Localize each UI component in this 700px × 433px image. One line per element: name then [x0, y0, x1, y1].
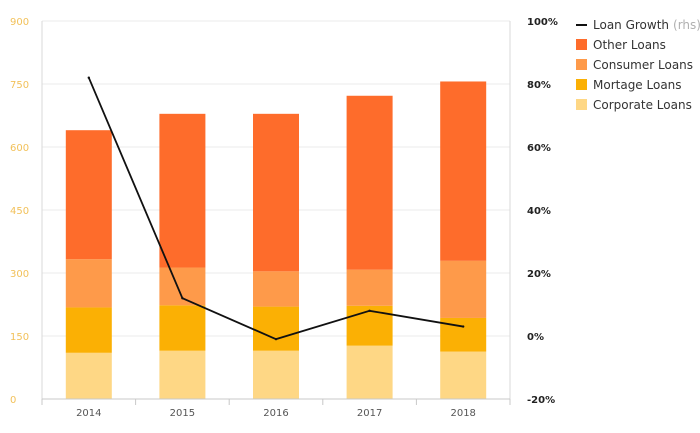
bar-segment — [159, 267, 206, 306]
loan-growth-line — [87, 76, 465, 341]
legend-swatch — [576, 39, 587, 50]
bar-segment — [346, 269, 393, 306]
y-left-tick-label: 300 — [10, 269, 29, 280]
bars — [65, 81, 487, 399]
bar-segment — [159, 350, 206, 399]
axes: 0 150 300 450 600 750 900 -20% 0% 20% 40% 60% 80% 100… — [10, 17, 558, 419]
legend-label-loan-growth: Loan Growth (rhs) — [593, 18, 700, 32]
y-left-tick-label: 750 — [10, 80, 29, 91]
bar-segment — [65, 259, 112, 308]
bar-segment — [440, 81, 487, 261]
bar-segment — [159, 113, 206, 268]
bar-segment — [346, 345, 393, 399]
bar-segment — [440, 260, 487, 318]
y-right-tick-label: 40% — [527, 206, 551, 217]
y-right-tick-label: -20% — [527, 395, 555, 406]
bar-segment — [346, 95, 393, 270]
y-left-tick-label: 150 — [10, 332, 29, 343]
y-left-tick-label: 900 — [10, 17, 29, 28]
y-right-tick-label: 0% — [527, 332, 544, 343]
x-tick-label: 2014 — [76, 408, 101, 419]
bar-segment — [346, 305, 393, 346]
y-right-tick-label: 20% — [527, 269, 551, 280]
legend-swatch — [576, 59, 587, 70]
loan-growth-point — [87, 76, 91, 79]
bar-segment — [253, 306, 299, 351]
bar-segment — [65, 352, 112, 399]
x-tick-label: 2017 — [357, 408, 382, 419]
legend-rhs-suffix: (rhs) — [673, 18, 700, 32]
bar-segment — [253, 350, 299, 399]
x-tick-label: 2018 — [450, 408, 475, 419]
loan-growth-point — [462, 325, 465, 328]
bar-segment — [65, 130, 112, 260]
bar-segment — [65, 307, 112, 353]
x-tick-label: 2016 — [263, 408, 288, 419]
y-left-tick-label: 450 — [10, 206, 29, 217]
bar-segment — [440, 351, 487, 399]
y-right-tick-label: 100% — [527, 17, 558, 28]
legend-label: Other Loans — [593, 38, 666, 52]
legend-label-text: Loan Growth — [593, 18, 669, 32]
loan-growth-point — [368, 309, 371, 312]
x-tick-label: 2015 — [170, 408, 195, 419]
bar-segment — [253, 271, 299, 307]
loan-growth-point — [181, 297, 184, 300]
y-left-tick-label: 600 — [10, 143, 29, 154]
y-right-tick-label: 80% — [527, 80, 551, 91]
loan-growth-point — [274, 337, 278, 341]
legend-swatch — [576, 99, 587, 110]
bar-segment — [253, 113, 299, 272]
legend: Loan Growth (rhs) Other Loans Consumer Loan… — [576, 18, 700, 112]
legend-swatch — [576, 79, 587, 90]
y-right-tick-label: 60% — [527, 143, 551, 154]
legend-label: Consumer Loans — [593, 58, 693, 72]
legend-label: Mortage Loans — [593, 78, 682, 92]
bar-segment — [159, 305, 206, 351]
legend-label: Corporate Loans — [593, 98, 692, 112]
y-left-tick-label: 0 — [10, 395, 16, 406]
